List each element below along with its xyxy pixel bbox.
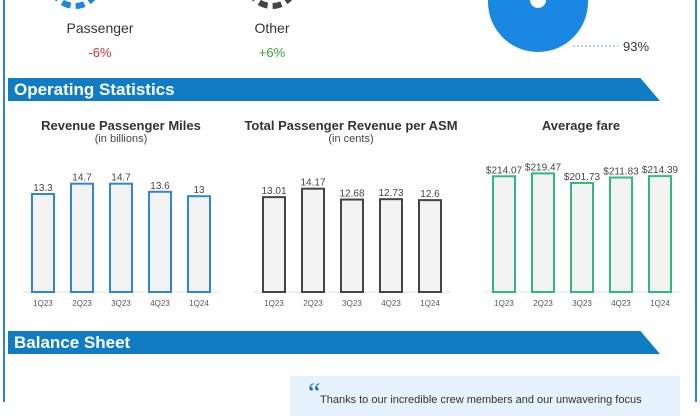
kpi-other-label: Other [254,20,290,36]
chart-1-tick-label: 4Q23 [381,299,401,308]
chart-1-tick-label: 1Q24 [420,299,440,308]
section-banner-operating-statistics: Operating Statistics [8,78,660,101]
chart-subtitle-prasm: (in cents) [328,133,374,145]
section-banner-balance-sheet: Balance Sheet [8,331,660,354]
chart-1-bar [418,199,442,293]
chart-0-data-label: 13.6 [150,181,170,192]
chart-1-data-label: 14.17 [300,178,325,189]
page-frame [3,0,697,402]
chart-2-data-label: $201.73 [564,172,601,183]
chart-2-tick-label: 2Q23 [533,299,553,308]
chart-1-data-label: 13.01 [261,186,286,197]
kpi-passenger-change: -6% [88,45,112,60]
revenue-pie [488,0,618,52]
pie-share-label: 93% [623,39,650,54]
chart-2-tick-label: 3Q23 [572,299,592,308]
chart-2-bar [531,172,555,293]
chart-0-bar [148,190,172,293]
chart-0-bar [109,182,133,293]
chart-1-data-label: 12.73 [378,188,403,199]
chart-1-bar [340,198,364,294]
chart-2-tick-label: 1Q23 [494,299,514,308]
chart-title-prasm: Total Passenger Revenue per ASM [244,118,458,133]
chart-1-bar [262,196,286,294]
chart-0-data-label: 14.7 [72,173,92,184]
chart-2-data-label: $214.07 [486,165,523,176]
pie-slice-passenger [488,0,588,52]
chart-0-tick-label: 2Q23 [72,299,92,308]
chart-2-tick-label: 4Q23 [611,299,631,308]
chart-0-tick-label: 1Q23 [33,299,53,308]
chart-2-tick-label: 1Q24 [650,299,670,308]
quote-mark-icon: “ [308,378,321,409]
pie-hole [530,0,546,8]
chart-2-bar [648,175,672,293]
chart-0-tick-label: 4Q23 [150,299,170,308]
chart-1-data-label: 12.68 [339,189,364,200]
chart-0-tick-label: 3Q23 [111,299,131,308]
chart-1-tick-label: 2Q23 [303,299,323,308]
chart-subtitle-rpm: (in billions) [94,133,148,145]
chart-2-bar [570,181,594,293]
chart-0-bar [187,195,211,293]
chart-2-bar [492,175,516,293]
chart-0-tick-label: 1Q24 [189,299,209,308]
chart-1-tick-label: 1Q23 [264,299,284,308]
chart-title-rpm: Revenue Passenger Miles [41,118,201,133]
chart-0-data-label: 13 [193,185,205,196]
operating-charts: 13.3 1Q23 14.7 2Q23 14.7 3Q23 13.6 4Q23 13 1Q24 13… [23,162,680,308]
chart-0-bar [31,193,55,293]
kpi-passenger-label: Passenger [66,20,134,36]
chart-1-bar [379,198,403,293]
chart-0-data-label: 14.7 [111,173,131,184]
chart-2-bar [609,176,633,293]
chart-2-data-label: $211.83 [603,166,639,177]
chart-0-bar [70,182,94,293]
chart-1-tick-label: 3Q23 [342,299,362,308]
chart-2-data-label: $214.39 [642,165,679,176]
chart-title-average-fare: Average fare [541,118,621,133]
chart-1-bar [301,187,325,293]
chart-1-data-label: 12.6 [420,189,440,200]
chart-0-data-label: 13.3 [33,183,53,194]
chart-2-data-label: $219.47 [525,162,562,173]
quote-text: Thanks to our incredible crew members an… [320,394,642,406]
kpi-other-change: +6% [258,45,286,60]
ceo-quote-box: “ Thanks to our incredible crew members … [290,376,680,416]
